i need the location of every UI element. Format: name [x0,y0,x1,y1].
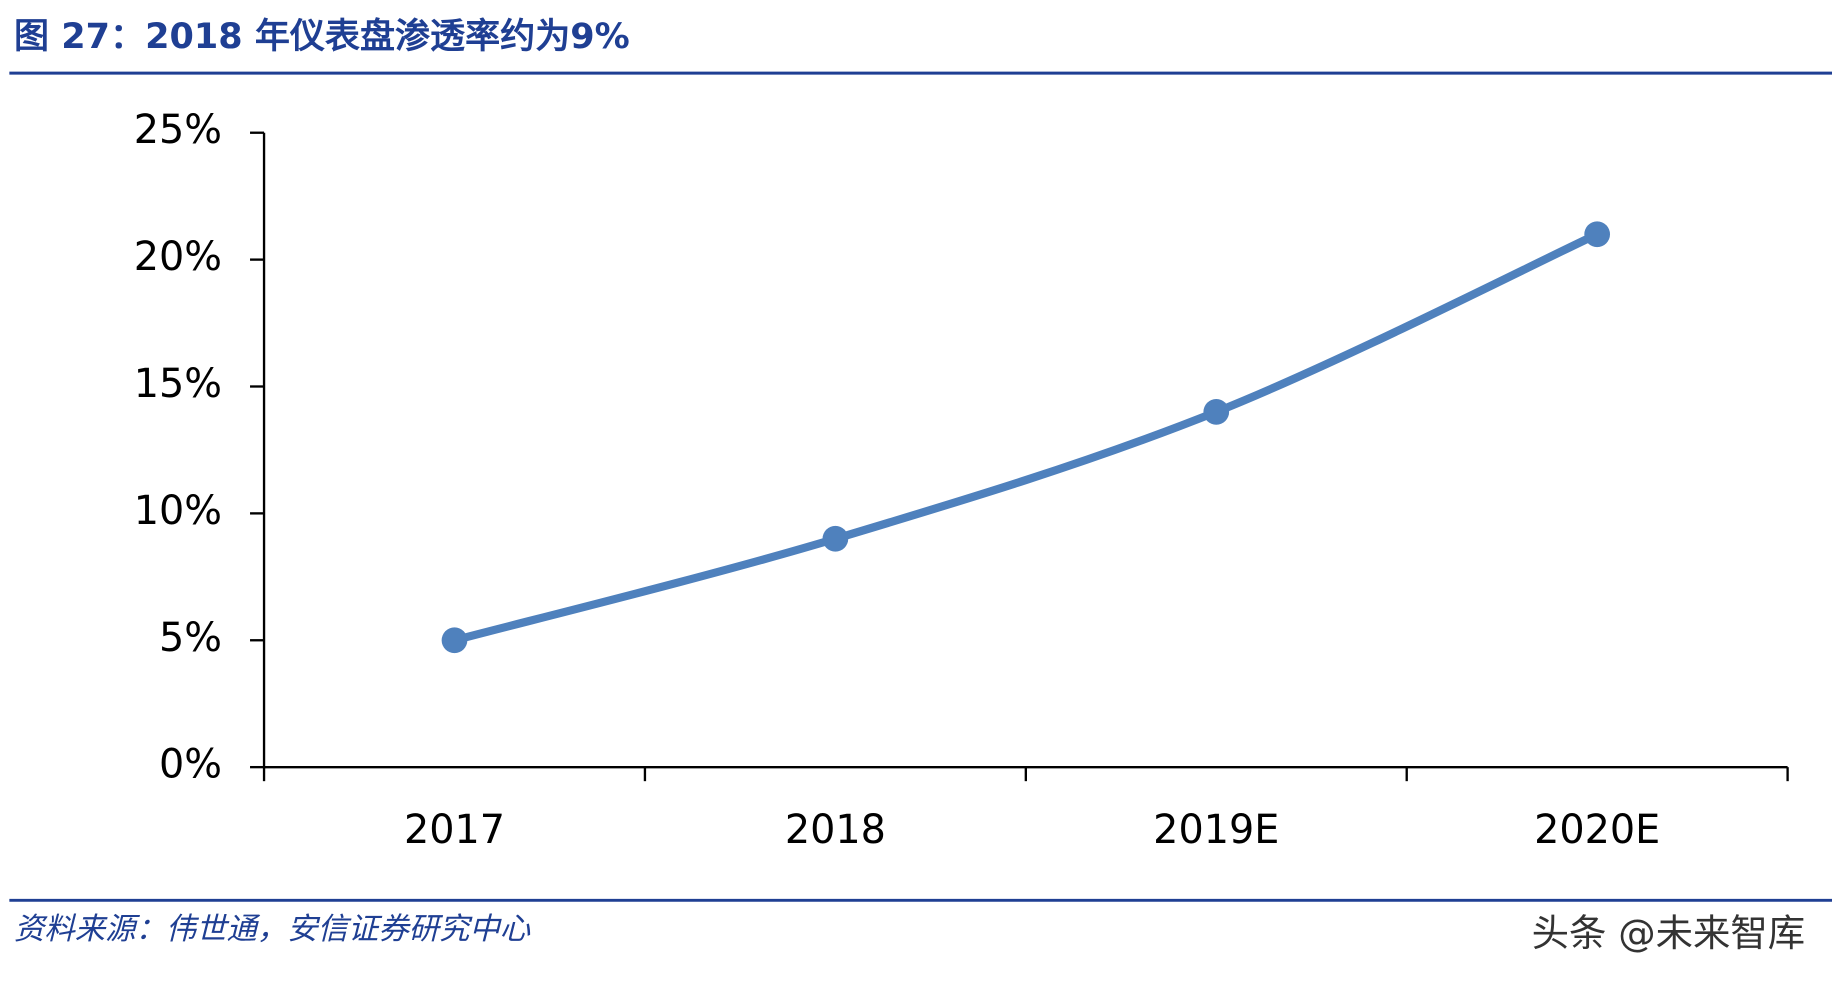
y-tick-label: 0% [159,742,222,788]
point [1203,399,1230,425]
y-tick-label: 5% [159,615,222,661]
x-tick-label: 2020E [1534,807,1660,853]
y-tick-label: 10% [134,488,222,534]
x-tick-label: 2019E [1153,807,1279,853]
y-tick-label: 20% [134,234,222,280]
y-tick-label: 25% [134,107,222,153]
point [441,627,468,654]
x-tick-label: 2018 [785,807,886,853]
source-note: 资料来源：伟世通，安信证券研究中心 [14,912,531,947]
chart-title: 图 27：2018 年仪表盘渗透率约为9% [14,16,630,57]
line [450,230,1602,645]
watermark: 头条 @未来智库 [1532,911,1806,955]
y-tick-label: 15% [134,361,222,407]
point [822,525,849,552]
x-tick-label: 2017 [404,807,505,853]
point [1584,221,1611,248]
